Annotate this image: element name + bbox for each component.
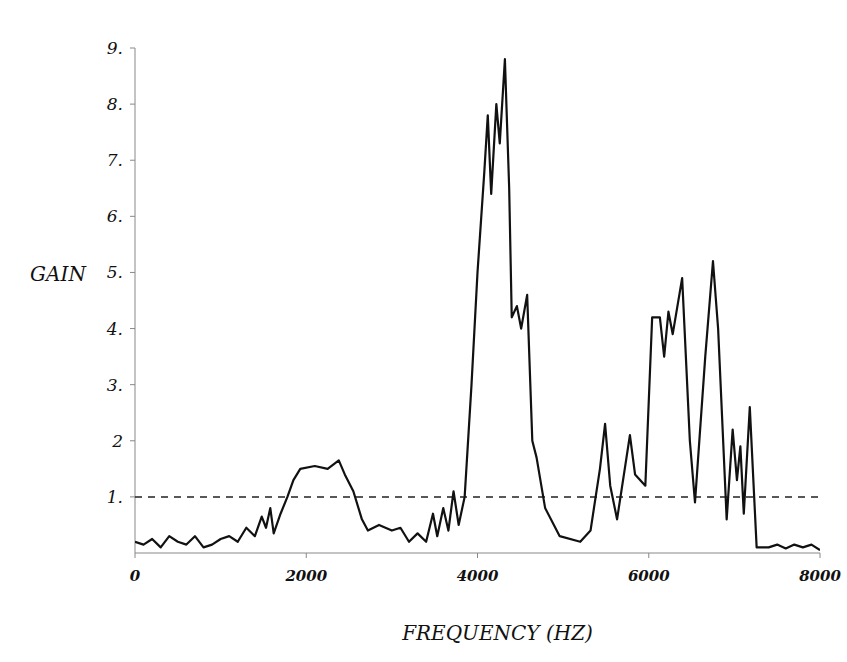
y-tick — [130, 104, 135, 105]
y-tick-label: 5. — [107, 262, 123, 282]
chart: 1. 2 3. 4. 5. 6. 7. 8. 9. 0 2000 4000 6000 8000 GAIN FR… — [0, 0, 847, 662]
x-tick — [135, 553, 136, 558]
x-tick-label: 8000 — [799, 567, 841, 585]
gain-curve — [135, 59, 820, 550]
y-tick — [130, 160, 135, 161]
y-tick-label: 4. — [106, 319, 123, 339]
y-tick-label: 1. — [107, 487, 123, 507]
x-tick — [306, 553, 307, 558]
y-tick-label: 2 — [111, 431, 123, 451]
x-tick — [477, 553, 478, 558]
y-tick — [130, 384, 135, 385]
x-tick-label: 0 — [130, 567, 141, 585]
reference-line — [135, 496, 820, 498]
x-tick-label: 4000 — [457, 567, 499, 585]
y-tick — [130, 496, 135, 497]
x-tick — [648, 553, 649, 558]
y-tick-label: 3. — [107, 375, 123, 395]
x-tick-label: 6000 — [628, 567, 670, 585]
y-tick-label: 8. — [107, 94, 123, 114]
y-tick — [130, 216, 135, 217]
y-axis-title: GAIN — [30, 262, 87, 286]
y-tick-label: 9. — [107, 38, 123, 58]
y-tick — [130, 328, 135, 329]
y-tick — [130, 48, 135, 49]
x-tick — [820, 553, 821, 558]
y-tick — [130, 440, 135, 441]
x-tick-label: 2000 — [284, 567, 327, 585]
y-tick — [130, 272, 135, 273]
x-axis-title: FREQUENCY (HZ) — [401, 621, 593, 645]
plot-area — [135, 59, 820, 550]
y-tick-label: 7. — [107, 150, 123, 170]
y-tick-label: 6. — [107, 206, 123, 226]
y-axis — [135, 48, 136, 553]
